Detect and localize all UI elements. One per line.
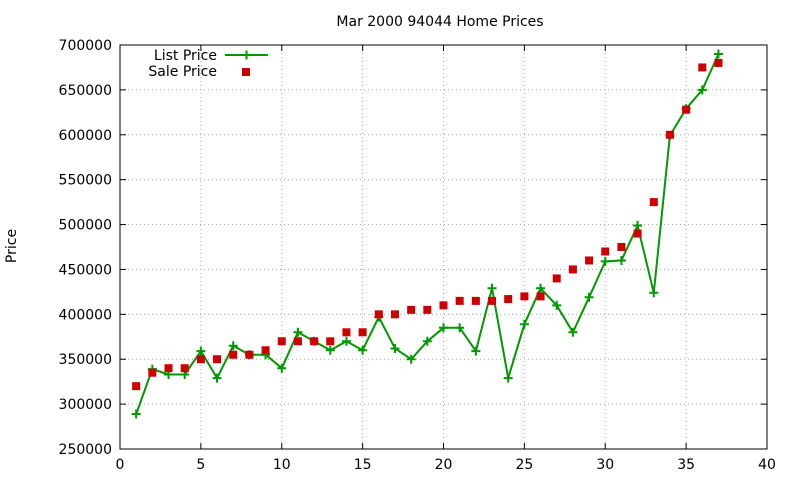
list-price-line: [135, 53, 720, 415]
list-price-point: [649, 288, 659, 298]
list-price-point: [568, 327, 578, 337]
y-tick-label: 250000: [59, 442, 112, 458]
legend-swatch-sale-price-marker: [242, 68, 250, 76]
legend-label-list-price: List Price: [154, 48, 217, 64]
list-price-point: [293, 327, 303, 337]
x-tick-label: 0: [116, 457, 125, 473]
x-tick-label: 25: [515, 457, 533, 473]
x-tick-label: 30: [596, 457, 614, 473]
grid-lines: [120, 45, 767, 449]
x-tick-label: 40: [758, 457, 776, 473]
sale-price-point: [148, 368, 157, 377]
list-price-point: [455, 323, 465, 333]
sale-price-point: [471, 296, 480, 305]
sale-price-point: [326, 337, 335, 346]
sale-price-point: [293, 337, 302, 346]
list-price-point: [212, 373, 222, 383]
list-price-point: [487, 283, 497, 293]
list-price-point: [439, 323, 448, 333]
axis-ticks: 0 5 10 15 20 25 30 35 40 250000 300000 350000 400000…: [59, 38, 776, 473]
sale-price-point: [601, 247, 610, 256]
sale-price-point: [358, 328, 367, 337]
sale-price-point: [439, 301, 448, 310]
sale-price-point: [552, 274, 561, 283]
sale-price-point: [520, 292, 529, 301]
list-price-point: [406, 354, 416, 364]
sale-price-point: [714, 58, 723, 67]
sale-price-point: [261, 346, 270, 355]
sale-price-point: [585, 256, 594, 265]
legend-label-sale-price: Sale Price: [148, 64, 217, 80]
list-price-point: [519, 319, 529, 329]
list-price-point: [697, 85, 707, 95]
x-tick-label: 20: [435, 457, 453, 473]
list-price-point: [277, 363, 287, 373]
y-tick-label: 600000: [59, 128, 112, 144]
sale-price-point: [342, 328, 351, 337]
list-price-point: [616, 255, 626, 265]
sale-price-point: [665, 130, 674, 139]
list-price-point: [633, 220, 643, 230]
sale-price-point: [180, 364, 189, 373]
y-tick-label: 550000: [59, 173, 112, 189]
list-price-point: [584, 292, 594, 302]
sale-price-point: [245, 350, 254, 359]
sale-price-point: [649, 198, 658, 207]
sale-price-point: [536, 292, 545, 301]
sale-price-point: [132, 382, 141, 391]
list-price-point: [536, 283, 546, 293]
sale-price-point: [229, 350, 238, 359]
sale-price-point: [455, 296, 464, 305]
sale-price-point: [196, 355, 205, 364]
sale-price-point: [213, 355, 222, 364]
y-tick-label: 300000: [59, 397, 112, 413]
list-price-point: [341, 336, 351, 346]
x-tick-label: 10: [273, 457, 291, 473]
sale-price-point: [277, 337, 286, 346]
y-tick-label: 700000: [59, 38, 112, 54]
y-tick-label: 400000: [59, 307, 112, 323]
list-price-point: [390, 343, 400, 353]
x-tick-label: 35: [677, 457, 695, 473]
list-price-point: [471, 346, 481, 356]
sale-price-point: [504, 295, 513, 304]
y-tick-label: 650000: [59, 83, 112, 99]
y-tick-label: 500000: [59, 218, 112, 234]
legend-swatch-list-price-marker: [242, 50, 251, 60]
list-price-point: [422, 336, 432, 346]
y-axis-label: Price: [4, 229, 20, 263]
sale-price-point: [617, 243, 626, 251]
sale-price-point: [568, 265, 577, 274]
sale-price-point: [390, 310, 399, 319]
sale-price-point: [374, 310, 383, 319]
series-layer: [131, 49, 723, 419]
sale-price-point: [407, 305, 416, 314]
x-tick-label: 5: [196, 457, 205, 473]
y-tick-label: 350000: [59, 352, 112, 368]
list-price-point: [358, 345, 368, 355]
y-tick-label: 450000: [59, 262, 112, 278]
list-price-point: [503, 373, 513, 383]
list-price-point: [196, 346, 206, 356]
legend: List Price Sale Price: [148, 48, 268, 80]
sale-price-point: [633, 229, 642, 238]
chart-title: Mar 2000 94044 Home Prices: [336, 14, 543, 30]
list-price-point: [600, 256, 610, 266]
sale-price-point: [310, 337, 319, 346]
list-price-point: [228, 341, 238, 351]
x-tick-label: 15: [354, 457, 372, 473]
list-price-point: [325, 345, 335, 355]
sale-price-point: [164, 364, 173, 373]
list-price-point: [713, 49, 723, 59]
sale-price-point: [488, 296, 497, 305]
sale-price-point: [423, 305, 432, 314]
list-price-point: [131, 409, 141, 419]
sale-price-point: [682, 105, 691, 114]
sale-price-point: [698, 63, 707, 72]
list-price-point: [552, 300, 562, 310]
